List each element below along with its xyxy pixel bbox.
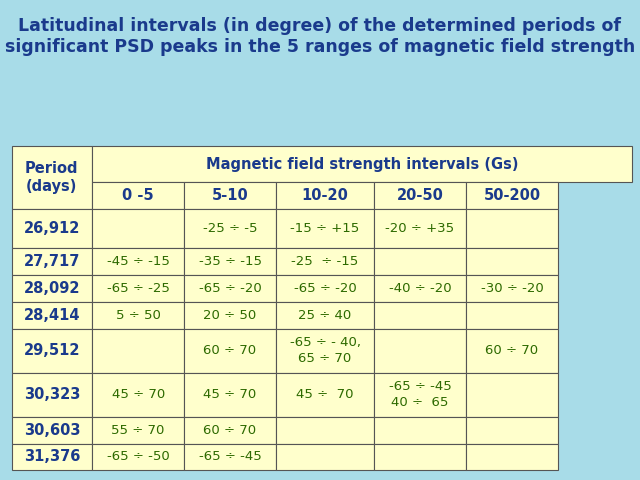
Bar xyxy=(466,248,558,275)
Text: 55 ÷ 70: 55 ÷ 70 xyxy=(111,423,165,437)
Bar xyxy=(184,275,276,302)
Bar xyxy=(12,146,92,209)
Text: 28,092: 28,092 xyxy=(24,281,80,296)
Text: -65 ÷ -45: -65 ÷ -45 xyxy=(198,450,261,464)
Bar xyxy=(92,328,184,372)
Bar xyxy=(374,275,466,302)
Text: -65 ÷ - 40,
65 ÷ 70: -65 ÷ - 40, 65 ÷ 70 xyxy=(289,336,360,365)
Text: -30 ÷ -20: -30 ÷ -20 xyxy=(481,282,543,295)
Text: 0 -5: 0 -5 xyxy=(122,188,154,203)
Text: Latitudinal intervals (in degree) of the determined periods of
significant PSD p: Latitudinal intervals (in degree) of the… xyxy=(5,17,635,56)
Text: 27,717: 27,717 xyxy=(24,254,80,269)
Text: 5 ÷ 50: 5 ÷ 50 xyxy=(116,309,161,322)
Bar xyxy=(374,302,466,328)
Text: -40 ÷ -20: -40 ÷ -20 xyxy=(388,282,451,295)
Text: -15 ÷ +15: -15 ÷ +15 xyxy=(291,222,360,235)
Text: 45 ÷  70: 45 ÷ 70 xyxy=(296,388,354,401)
Bar xyxy=(466,182,558,209)
Text: -65 ÷ -45
40 ÷  65: -65 ÷ -45 40 ÷ 65 xyxy=(388,380,451,409)
Bar xyxy=(92,417,184,444)
Bar xyxy=(12,248,92,275)
Bar xyxy=(276,275,374,302)
Bar xyxy=(374,444,466,470)
Bar xyxy=(276,209,374,248)
Bar xyxy=(12,444,92,470)
Text: -45 ÷ -15: -45 ÷ -15 xyxy=(107,255,170,268)
Bar xyxy=(276,182,374,209)
Bar xyxy=(184,302,276,328)
Text: Magnetic field strength intervals (Gs): Magnetic field strength intervals (Gs) xyxy=(206,156,518,172)
Bar xyxy=(92,146,632,182)
Bar xyxy=(466,444,558,470)
Text: -35 ÷ -15: -35 ÷ -15 xyxy=(198,255,262,268)
Text: -20 ÷ +35: -20 ÷ +35 xyxy=(385,222,454,235)
Bar xyxy=(276,328,374,372)
Bar xyxy=(374,372,466,417)
Bar xyxy=(466,209,558,248)
Bar xyxy=(12,328,92,372)
Bar xyxy=(374,417,466,444)
Bar xyxy=(92,372,184,417)
Text: -65 ÷ -20: -65 ÷ -20 xyxy=(294,282,356,295)
Bar xyxy=(374,328,466,372)
Bar xyxy=(466,328,558,372)
Text: 29,512: 29,512 xyxy=(24,343,80,358)
Text: 10-20: 10-20 xyxy=(301,188,348,203)
Bar xyxy=(184,182,276,209)
Text: 28,414: 28,414 xyxy=(24,308,80,323)
Bar xyxy=(276,372,374,417)
Bar xyxy=(184,417,276,444)
Bar xyxy=(92,182,184,209)
Text: 25 ÷ 40: 25 ÷ 40 xyxy=(298,309,351,322)
Bar xyxy=(276,302,374,328)
Text: 50-200: 50-200 xyxy=(483,188,540,203)
Bar xyxy=(276,248,374,275)
Bar xyxy=(184,372,276,417)
Text: -65 ÷ -20: -65 ÷ -20 xyxy=(198,282,261,295)
Bar xyxy=(466,302,558,328)
Bar xyxy=(12,209,92,248)
Bar xyxy=(92,209,184,248)
Text: 20 ÷ 50: 20 ÷ 50 xyxy=(204,309,257,322)
Bar xyxy=(184,248,276,275)
Text: 20-50: 20-50 xyxy=(397,188,444,203)
Text: -25 ÷ -5: -25 ÷ -5 xyxy=(203,222,257,235)
Bar xyxy=(466,372,558,417)
Bar xyxy=(184,444,276,470)
Text: 31,376: 31,376 xyxy=(24,449,80,465)
Text: 30,323: 30,323 xyxy=(24,387,80,402)
Text: 5-10: 5-10 xyxy=(212,188,248,203)
Bar xyxy=(184,209,276,248)
Bar xyxy=(12,372,92,417)
Bar xyxy=(12,275,92,302)
Bar xyxy=(184,328,276,372)
Text: -65 ÷ -50: -65 ÷ -50 xyxy=(107,450,170,464)
Bar xyxy=(12,302,92,328)
Bar xyxy=(466,417,558,444)
Text: 60 ÷ 70: 60 ÷ 70 xyxy=(485,344,538,357)
Text: -65 ÷ -25: -65 ÷ -25 xyxy=(107,282,170,295)
Text: Period
(days): Period (days) xyxy=(25,161,79,194)
Text: 45 ÷ 70: 45 ÷ 70 xyxy=(111,388,164,401)
Bar xyxy=(12,417,92,444)
Text: 26,912: 26,912 xyxy=(24,221,80,236)
Text: -25  ÷ -15: -25 ÷ -15 xyxy=(291,255,358,268)
Bar xyxy=(92,444,184,470)
Bar xyxy=(466,275,558,302)
Bar xyxy=(276,417,374,444)
Text: 60 ÷ 70: 60 ÷ 70 xyxy=(204,344,257,357)
Bar xyxy=(92,248,184,275)
Text: 60 ÷ 70: 60 ÷ 70 xyxy=(204,423,257,437)
Bar xyxy=(92,275,184,302)
Bar xyxy=(374,209,466,248)
Bar xyxy=(92,302,184,328)
Bar xyxy=(276,444,374,470)
Bar xyxy=(374,248,466,275)
Text: 45 ÷ 70: 45 ÷ 70 xyxy=(204,388,257,401)
Text: 30,603: 30,603 xyxy=(24,422,80,438)
Bar xyxy=(374,182,466,209)
